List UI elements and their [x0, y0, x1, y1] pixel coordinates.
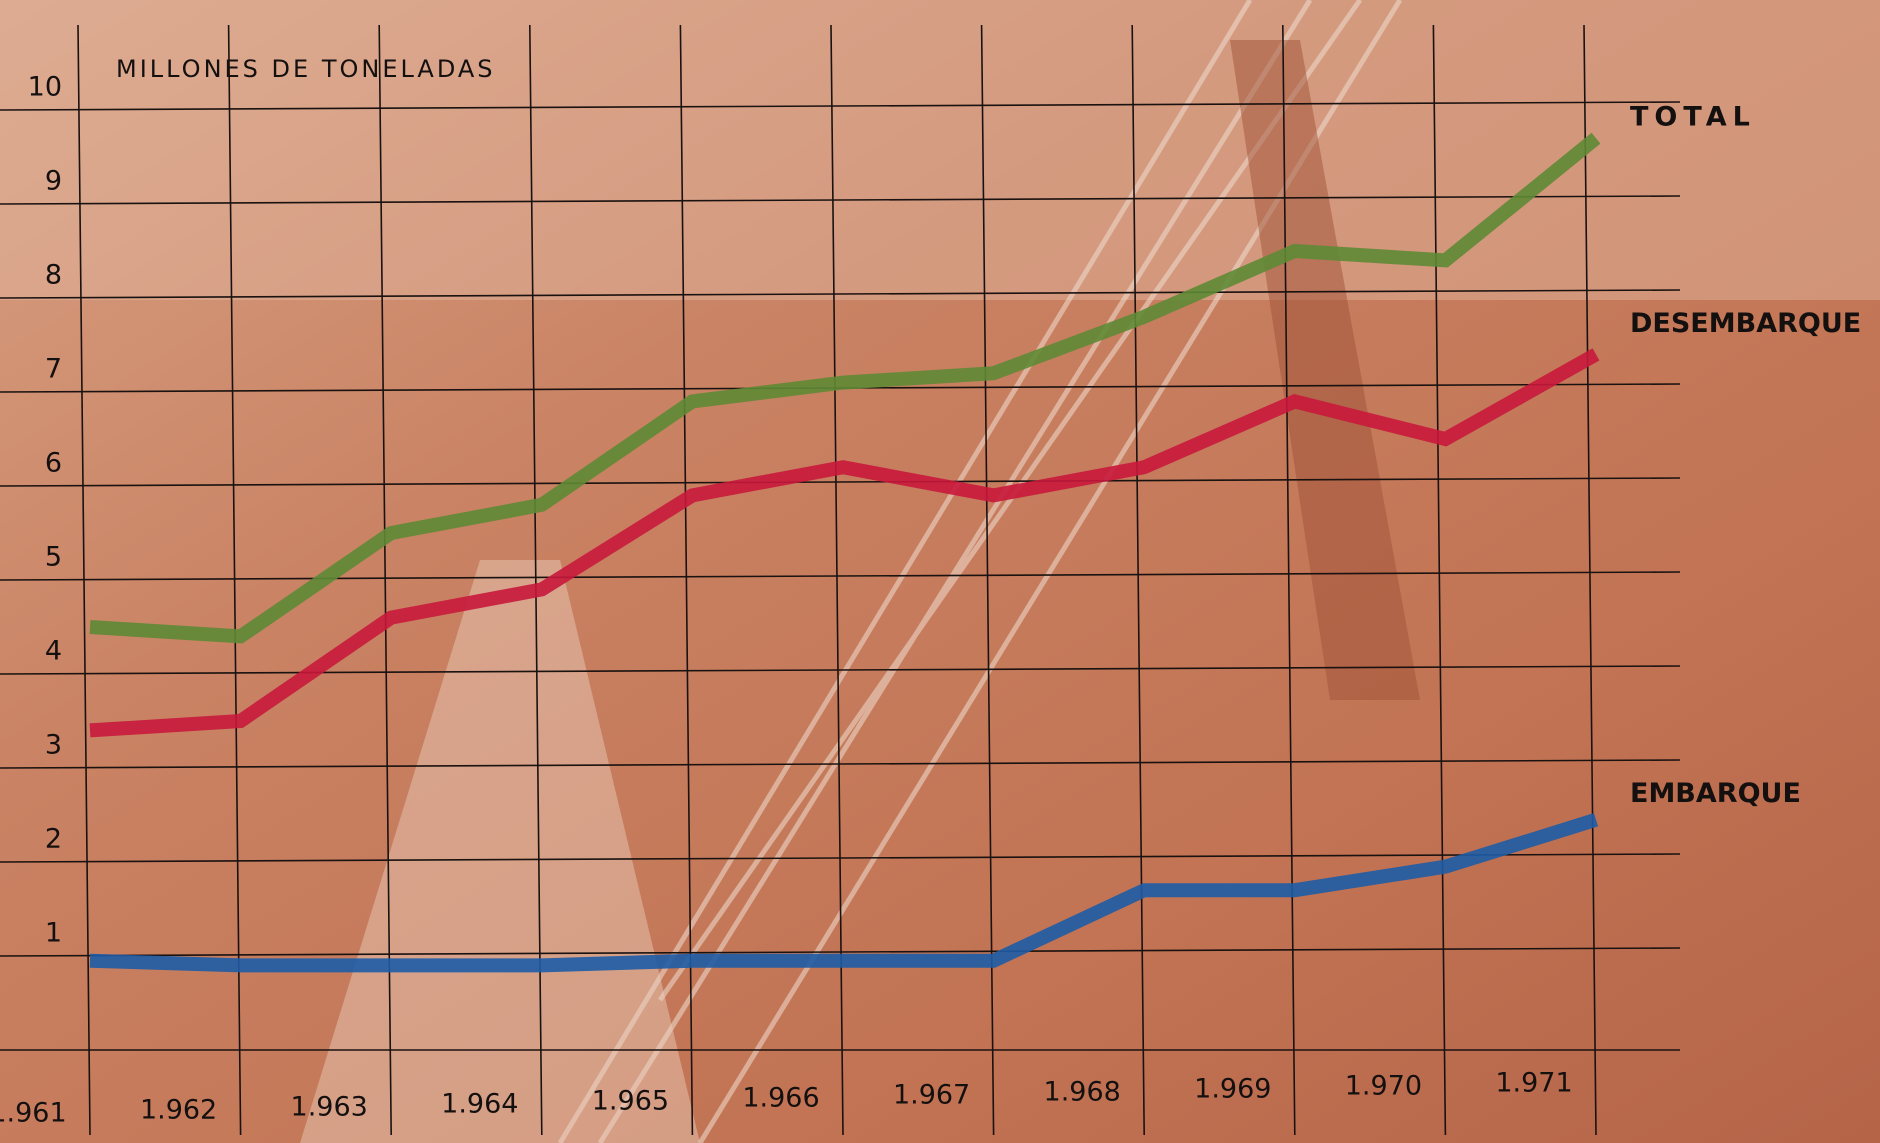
grid-line [0, 477, 1681, 487]
data-line [89, 813, 1599, 973]
y-tick-label: 9 [45, 166, 62, 197]
x-tick-label: 1.965 [592, 1086, 669, 1117]
y-tick-label: 4 [45, 636, 62, 667]
vertical-grid-line [227, 24, 242, 1136]
data-line [89, 348, 1600, 738]
x-tick-label: 1.964 [441, 1089, 518, 1120]
vertical-grid-line [378, 24, 392, 1136]
y-tick-label: 5 [45, 542, 62, 573]
vertical-grid-line [679, 24, 694, 1136]
vertical-grid-line [830, 24, 844, 1136]
x-tick-label: 1.963 [291, 1092, 368, 1123]
y-tick-label: 2 [45, 824, 62, 855]
x-tick-label: 1.962 [140, 1095, 217, 1126]
grid-line [0, 853, 1681, 863]
series-label: TOTAL [1630, 102, 1756, 133]
x-tick-label: 1.961 [0, 1098, 67, 1129]
series-label: DESEMBARQUE [1630, 308, 1861, 339]
grid-line [0, 665, 1681, 675]
x-tick-label: 1.970 [1345, 1071, 1422, 1102]
x-tick-label: 1.968 [1044, 1077, 1121, 1108]
vertical-grid-line [1432, 24, 1447, 1136]
y-tick-label: 6 [45, 448, 62, 479]
x-tick-label: 1.966 [742, 1083, 819, 1114]
grid-line [0, 289, 1681, 299]
x-tick-label: 1.967 [893, 1080, 970, 1111]
y-tick-label: 10 [28, 72, 62, 103]
y-tick-label: 7 [45, 354, 62, 385]
x-tick-label: 1.969 [1194, 1074, 1271, 1105]
y-tick-label: 3 [45, 730, 62, 761]
y-tick-label: 1 [45, 918, 62, 949]
data-line [89, 132, 1601, 644]
grid-line [0, 759, 1681, 769]
vertical-grid-line [529, 24, 543, 1136]
series-label: EMBARQUE [1630, 778, 1801, 809]
x-tick-label: 1.971 [1495, 1068, 1572, 1099]
grid-line [0, 101, 1681, 111]
crane [1230, 40, 1420, 700]
grid-line [0, 947, 1681, 957]
y-axis-label: MILLONES DE TONELADAS [116, 55, 496, 83]
ship-deck [300, 560, 700, 1143]
vertical-grid-line [1583, 24, 1597, 1136]
plot: 1.961 1.962 1.963 1.964 1.965 1.966 1.967 1.968… [0, 24, 1861, 1136]
y-tick-label: 8 [45, 260, 62, 291]
sky [0, 0, 1880, 300]
grid-line [0, 195, 1681, 205]
grid-line [0, 571, 1681, 581]
vertical-grid-line [980, 24, 995, 1136]
